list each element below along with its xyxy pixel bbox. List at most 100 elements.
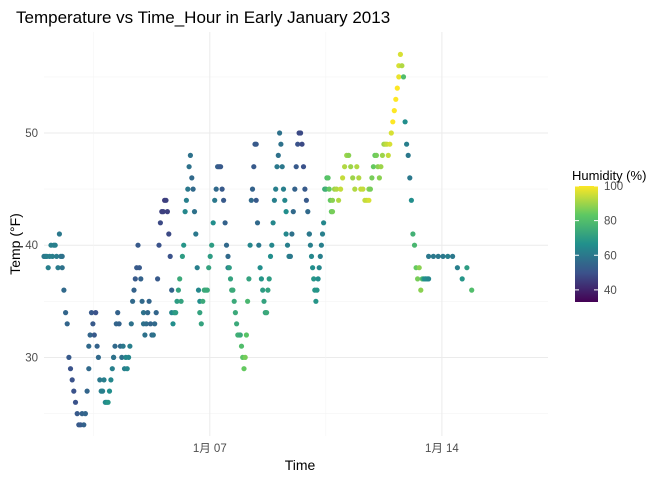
data-point <box>209 242 215 248</box>
data-point <box>315 276 321 282</box>
data-point <box>290 209 296 215</box>
data-point <box>206 265 212 271</box>
data-point <box>267 253 274 259</box>
data-point <box>183 197 189 203</box>
data-point <box>388 130 394 136</box>
legend-tick-label: 60 <box>604 250 617 262</box>
data-point <box>197 310 203 316</box>
data-point <box>86 366 92 372</box>
data-point <box>248 197 254 203</box>
data-point <box>81 422 87 428</box>
data-point <box>124 366 130 372</box>
data-point <box>342 164 348 170</box>
data-point <box>45 265 51 271</box>
data-point <box>108 377 114 383</box>
y-tick-label: 50 <box>25 128 38 140</box>
data-point <box>405 152 411 158</box>
x-tick-label: 1月 14 <box>425 443 459 455</box>
data-point <box>367 186 373 192</box>
data-point <box>415 276 421 282</box>
data-point <box>464 265 470 271</box>
data-point <box>396 74 402 80</box>
data-point <box>194 265 200 271</box>
data-point <box>132 276 138 282</box>
data-point <box>56 231 63 237</box>
data-point <box>128 321 134 327</box>
legend-tick-label: 80 <box>604 216 617 228</box>
data-point <box>340 175 346 181</box>
data-point <box>221 197 227 203</box>
data-point <box>130 298 136 304</box>
data-point <box>459 276 465 282</box>
data-point <box>106 388 113 394</box>
data-point <box>127 343 133 349</box>
data-point <box>282 197 288 203</box>
data-point <box>169 287 175 293</box>
data-point <box>435 253 441 259</box>
data-point <box>174 298 180 304</box>
data-point <box>373 152 379 158</box>
data-point <box>72 399 79 405</box>
data-point <box>397 51 403 58</box>
data-point <box>299 141 305 147</box>
data-point <box>316 265 322 271</box>
data-point <box>170 321 176 327</box>
data-point <box>61 287 67 293</box>
data-point <box>410 231 416 237</box>
data-point <box>314 287 320 293</box>
data-point <box>150 332 156 338</box>
data-point <box>329 209 336 215</box>
data-point <box>231 298 237 304</box>
data-point <box>394 85 400 91</box>
data-point <box>283 209 289 215</box>
data-point <box>445 253 451 259</box>
data-point <box>289 231 295 237</box>
data-point <box>187 152 193 158</box>
data-point <box>411 242 418 248</box>
data-point <box>63 310 69 316</box>
data-point <box>59 265 65 271</box>
data-point <box>319 231 326 237</box>
data-point <box>249 186 256 192</box>
data-point <box>207 253 213 259</box>
data-point <box>195 287 202 293</box>
data-point <box>307 242 313 248</box>
data-point <box>186 164 192 170</box>
data-point <box>266 276 272 282</box>
legend-tick-label: 40 <box>604 285 617 297</box>
data-point <box>101 377 107 383</box>
data-point <box>225 253 231 259</box>
data-point <box>212 197 218 203</box>
data-point <box>300 164 307 170</box>
data-point <box>155 276 161 282</box>
data-point <box>245 298 251 304</box>
data-point <box>74 411 80 417</box>
data-point <box>193 231 199 237</box>
data-point <box>200 298 206 304</box>
data-point <box>163 197 169 203</box>
data-point <box>90 321 96 327</box>
chart-title: Temperature vs Time_Hour in Early Januar… <box>16 8 390 27</box>
data-point <box>93 310 99 316</box>
data-point <box>49 253 56 259</box>
data-point <box>86 343 92 349</box>
data-point <box>310 265 316 271</box>
data-point <box>219 186 225 192</box>
data-point <box>260 287 266 293</box>
data-point <box>385 152 391 158</box>
data-point <box>54 253 60 259</box>
data-point <box>376 175 382 181</box>
data-point <box>279 164 285 170</box>
data-point <box>416 265 422 271</box>
data-point <box>333 186 340 192</box>
data-point <box>283 231 289 237</box>
data-point <box>469 287 475 293</box>
data-point <box>146 298 152 304</box>
data-point <box>138 276 144 282</box>
data-point <box>167 253 173 259</box>
data-point <box>287 253 293 259</box>
data-point <box>227 276 234 282</box>
data-point <box>369 175 375 181</box>
data-point <box>182 209 188 215</box>
data-point <box>175 287 181 293</box>
